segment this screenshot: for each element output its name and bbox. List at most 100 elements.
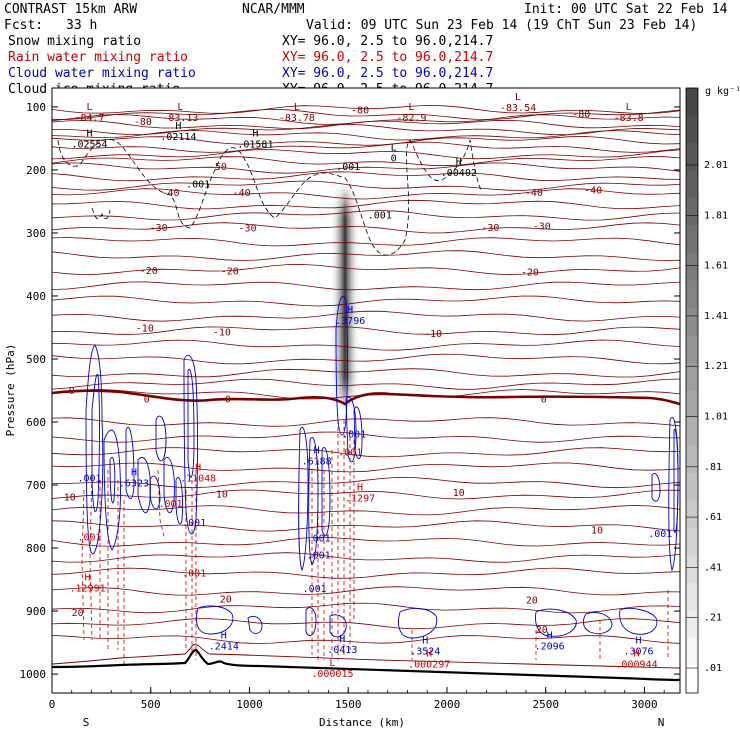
valid-time: Valid: 09 UTC Sun 23 Feb 14 (19 ChT Sun … — [306, 18, 697, 33]
colorbar-step — [686, 555, 698, 584]
extremum-value: .000297 — [408, 659, 450, 670]
contour-label: .001 — [77, 532, 101, 543]
colorbar-step — [686, 225, 698, 254]
isotherm-line — [52, 339, 680, 351]
isotherm-label: 10 — [453, 488, 465, 499]
extremum-mark: L — [515, 92, 521, 103]
extremum-value: .12991 — [69, 584, 105, 595]
forecast-hour: 33 h — [66, 18, 97, 33]
contour-label: .001 — [182, 568, 206, 579]
isotherm-line — [52, 368, 680, 378]
contour-label: .001 — [182, 518, 206, 529]
isotherm-label: -30 — [150, 223, 168, 234]
colorbar-step — [686, 363, 698, 391]
south-label: S — [83, 716, 90, 729]
extremum-value: .01581 — [237, 139, 273, 150]
colorbar-step — [686, 115, 698, 144]
contour-label: .001 — [648, 529, 672, 540]
y-tick-label: 1000 — [20, 668, 47, 681]
x-tick-label: 1500 — [335, 698, 362, 711]
isotherm-line — [52, 250, 680, 262]
extremum-value: .02114 — [160, 132, 196, 143]
colorbar-step — [686, 335, 698, 364]
extremum-mark: H — [422, 636, 428, 647]
isotherm-line — [52, 281, 680, 291]
colorbar-tick-label: .81 — [704, 462, 722, 473]
extrema-labels: L-84.7L-83.13L-83.78L-82.9L-83.54 L-83.8H… — [69, 92, 657, 680]
isotherm-line — [52, 378, 680, 390]
contour-value-labels: .001.001.001.001.001.001.001.001.001.001… — [77, 162, 672, 595]
isotherm-line — [52, 447, 680, 458]
extremum-mark: H — [314, 445, 320, 456]
isotherm-line — [52, 199, 680, 210]
extremum-mark: H — [87, 128, 93, 139]
isotherm-line — [52, 180, 680, 191]
field-name: Cloud water mixing ratio — [8, 66, 196, 81]
colorbar-step — [686, 390, 698, 419]
y-tick-label: 600 — [26, 416, 46, 429]
extremum-mark: H — [175, 121, 181, 132]
isotherm-line — [52, 237, 680, 247]
isotherm-label: -80 — [134, 117, 152, 128]
isotherm-lines — [52, 104, 680, 644]
extremum-value: .000015 — [311, 669, 353, 680]
isotherm-line — [52, 520, 680, 532]
extremum-mark: L — [408, 102, 414, 113]
extremum-mark: H — [357, 483, 363, 494]
contour-label: .001 — [186, 179, 210, 190]
isotherm-label: -40 — [584, 186, 602, 197]
extremum-value: .00402 — [441, 168, 477, 179]
x-axis-title: Distance (km) — [319, 716, 405, 729]
isotherm-line — [52, 222, 680, 234]
isotherm-line — [52, 129, 680, 141]
extremum-mark: H — [426, 648, 432, 659]
extremum-value: .6323 — [119, 478, 149, 489]
isotherm-labels: -80 -80 -80 -50 -40 -40 -40 -40 -30 -30 -30 -30 -20 -… — [64, 106, 603, 636]
terrain-surface-upper — [52, 643, 680, 669]
field-name: Snow mixing ratio — [8, 34, 141, 49]
cloud-ice-contour — [57, 139, 483, 256]
colorbar-tick-label: 1.61 — [704, 261, 728, 272]
isotherm-label: -30 — [238, 224, 256, 235]
isotherm-label: 10 — [591, 525, 603, 536]
isotherm-label: 0 — [225, 394, 231, 405]
extremum-value: -83.78 — [279, 113, 315, 124]
extremum-value: .3524 — [410, 647, 440, 658]
colorbar-step — [686, 418, 698, 446]
extremum-mark: H — [347, 305, 353, 316]
isotherm-line — [52, 489, 680, 500]
colorbar-step — [686, 500, 698, 529]
model-title: CONTRAST 15km ARW — [4, 2, 137, 17]
isotherm-label: -20 — [221, 266, 239, 277]
isotherm-label: -80 — [572, 109, 590, 120]
terrain-surface — [52, 648, 680, 682]
extremum-mark: L — [87, 102, 93, 113]
extremum-mark: H — [339, 634, 345, 645]
y-tick-label: 900 — [26, 605, 46, 618]
init-time: Init: 00 UTC Sat 22 Feb 14 — [524, 2, 728, 17]
y-tick-label: 400 — [26, 290, 46, 303]
y-tick-label: 500 — [26, 353, 46, 366]
contour-label: .001 — [336, 162, 360, 173]
extremum-mark: H — [456, 157, 462, 168]
rain-water-contours — [81, 420, 669, 665]
colorbar-step — [686, 528, 698, 556]
contour-label: .001 — [77, 474, 101, 485]
x-tick-label: 1000 — [236, 698, 263, 711]
isotherm-line — [52, 141, 680, 153]
extremum-value: .2096 — [535, 642, 565, 653]
colorbar-tick-label: 2.01 — [704, 160, 728, 171]
isotherm-label: 20 — [536, 625, 548, 636]
isotherm-line — [52, 635, 680, 644]
colorbar-unit: g kg⁻¹ — [705, 86, 740, 97]
isotherm-line — [52, 156, 680, 167]
extremum-mark: L — [329, 658, 335, 669]
extremum-mark: L — [626, 102, 632, 113]
x-tick-label: 500 — [141, 698, 161, 711]
extremum-value: .1297 — [345, 494, 375, 505]
isotherm-line — [52, 326, 680, 336]
extremum-mark: H — [131, 467, 137, 478]
isotherm-line — [52, 264, 680, 276]
